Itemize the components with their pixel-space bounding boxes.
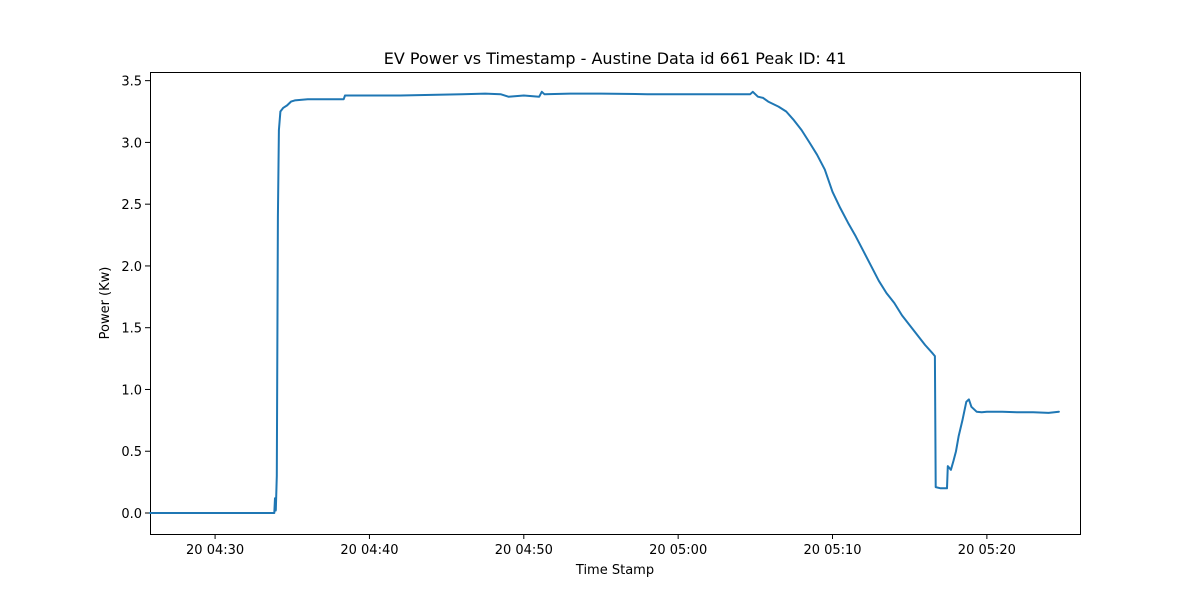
plot-area-frame — [150, 72, 1081, 535]
chart-title: EV Power vs Timestamp - Austine Data id … — [384, 49, 847, 68]
y-tick-label: 1.5 — [121, 322, 142, 337]
y-tick-label: 2.0 — [121, 260, 142, 275]
x-tick-label: 20 05:10 — [803, 543, 861, 558]
y-tick-label: 1.0 — [121, 383, 142, 398]
x-tick-label: 20 05:00 — [649, 543, 707, 558]
x-axis: 20 04:30 20 04:40 20 04:50 20 05:00 20 05:10… — [186, 534, 1016, 558]
x-tick-label: 20 04:30 — [186, 543, 244, 558]
x-tick-label: 20 04:40 — [340, 543, 398, 558]
y-tick-label: 0.5 — [121, 445, 142, 460]
y-tick-label: 3.5 — [121, 75, 142, 90]
x-tick-label: 20 04:50 — [495, 543, 553, 558]
x-tick-label: 20 05:20 — [958, 543, 1016, 558]
y-tick-label: 0.0 — [121, 507, 142, 522]
power-series-line — [149, 90, 1060, 514]
y-axis: 0.0 0.5 1.0 1.5 2.0 2.5 3.0 3.5 — [121, 75, 150, 522]
series-layer — [149, 90, 1060, 514]
y-tick-label: 2.5 — [121, 198, 142, 213]
y-tick-label: 3.0 — [121, 136, 142, 151]
y-axis-label: Power (Kw) — [98, 267, 113, 340]
x-axis-label: Time Stamp — [575, 563, 654, 578]
